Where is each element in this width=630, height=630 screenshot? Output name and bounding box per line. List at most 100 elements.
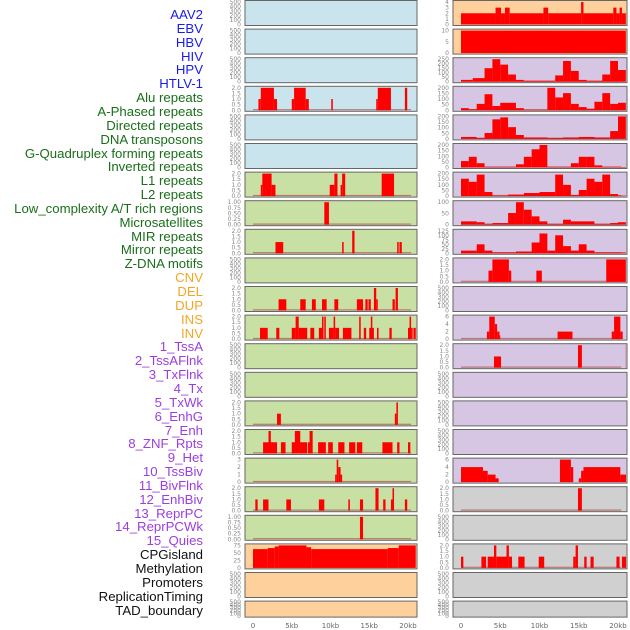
y-tick-label: 1.0 bbox=[231, 296, 241, 303]
signal-bar bbox=[602, 174, 611, 197]
y-tick-label: 200 bbox=[438, 608, 450, 615]
y-tick-label: 200 bbox=[230, 13, 242, 20]
y-tick-label: 1.0 bbox=[231, 182, 241, 189]
track-label: 12_EnhBiv bbox=[139, 491, 203, 507]
y-tick-label: 200 bbox=[230, 384, 242, 391]
track-label: ReplicationTiming bbox=[98, 588, 203, 604]
y-tick-label: 6 bbox=[445, 457, 449, 464]
track-panel: 0.00.51.01.52.0 bbox=[439, 542, 628, 572]
panel-background bbox=[452, 486, 628, 513]
y-tick-label: 0.5 bbox=[439, 559, 449, 566]
signal-bar bbox=[518, 556, 525, 568]
y-tick-label: 300 bbox=[230, 351, 242, 358]
y-tick-label: 100 bbox=[438, 153, 450, 160]
track-panel: 0.00.51.01.52.0 bbox=[231, 428, 418, 458]
panel-background bbox=[452, 286, 628, 312]
signal-bar bbox=[493, 356, 502, 368]
signal-bar bbox=[461, 556, 464, 568]
y-tick-label: 200 bbox=[230, 127, 242, 134]
y-tick-label: 0.5 bbox=[439, 359, 449, 366]
signal-bar bbox=[509, 13, 544, 25]
panel-background bbox=[244, 114, 418, 141]
y-tick-label: 0.0 bbox=[439, 565, 449, 572]
signal-bar bbox=[259, 327, 268, 340]
signal-bar bbox=[273, 99, 278, 111]
signal-bar bbox=[409, 316, 412, 340]
y-tick-label: 1 bbox=[445, 16, 449, 23]
y-tick-label: 50 bbox=[233, 550, 241, 557]
y-tick-label: 300 bbox=[438, 580, 450, 587]
signal-bar bbox=[278, 545, 307, 568]
signal-bar bbox=[348, 499, 350, 511]
y-tick-label: 500 bbox=[230, 571, 242, 578]
y-tick-label: 0 bbox=[445, 308, 449, 315]
signal-bar bbox=[291, 327, 296, 340]
y-tick-label: 200 bbox=[438, 85, 450, 92]
signal-bar bbox=[484, 133, 493, 139]
y-tick-label: 200 bbox=[230, 41, 242, 48]
y-tick-label: 500 bbox=[230, 28, 242, 35]
track-panel: 0.00.51.01.52.0 bbox=[231, 485, 418, 515]
y-tick-label: 100 bbox=[230, 46, 242, 53]
y-tick-label: 4 bbox=[445, 464, 449, 471]
y-tick-label: 500 bbox=[438, 371, 450, 378]
y-tick-label: 100 bbox=[438, 446, 450, 453]
baseline bbox=[253, 252, 412, 254]
y-tick-label: 500 bbox=[230, 256, 242, 263]
y-tick-label: 400 bbox=[230, 347, 242, 354]
x-tick-label: 15kb bbox=[361, 622, 379, 630]
panel-background bbox=[244, 257, 418, 284]
signal-bar bbox=[610, 131, 618, 139]
y-tick-label: 1 bbox=[237, 472, 241, 479]
signal-bar bbox=[586, 250, 595, 254]
signal-bar bbox=[618, 70, 626, 82]
y-tick-label: 1.0 bbox=[439, 353, 449, 360]
panel-background bbox=[244, 514, 418, 541]
column-left: 0100200300400500010020030040050001002003… bbox=[228, 0, 418, 630]
track-label: 8_ZNF_Rpts bbox=[128, 436, 203, 452]
signal-bar bbox=[387, 548, 399, 568]
signal-bar bbox=[468, 156, 477, 168]
signal-bar bbox=[547, 87, 556, 111]
signal-bar bbox=[602, 93, 611, 111]
track-label: DNA transposons bbox=[100, 131, 203, 147]
track-label: 5_TxWk bbox=[154, 394, 203, 410]
signal-bar bbox=[494, 324, 498, 340]
signal-bar bbox=[461, 13, 496, 25]
signal-bar bbox=[476, 137, 485, 139]
y-tick-label: 200 bbox=[438, 442, 450, 449]
y-tick-label: 150 bbox=[438, 148, 450, 155]
y-tick-label: 200 bbox=[438, 61, 450, 68]
panel-background bbox=[244, 200, 418, 227]
track-label: 1_TssA bbox=[159, 339, 203, 355]
signal-bar bbox=[555, 75, 564, 82]
y-tick-label: 125 bbox=[438, 228, 450, 235]
track-label: G-Quadruplex forming repeats bbox=[24, 145, 203, 161]
y-tick-label: 0 bbox=[237, 279, 241, 286]
track-label: 6_EnhG bbox=[154, 408, 203, 424]
y-tick-label: 400 bbox=[230, 375, 242, 382]
signal-bar bbox=[621, 556, 626, 568]
y-tick-label: 2.0 bbox=[439, 256, 449, 263]
track-label: CNV bbox=[175, 270, 203, 286]
y-tick-label: 500 bbox=[438, 428, 450, 435]
signal-bar bbox=[324, 202, 329, 225]
y-tick-label: 100 bbox=[438, 532, 450, 539]
signal-bar bbox=[333, 316, 336, 340]
track-label: 4_Tx bbox=[173, 380, 203, 396]
y-tick-label: 3 bbox=[445, 5, 449, 12]
signal-bar bbox=[356, 299, 364, 311]
y-tick-label: 100 bbox=[230, 131, 242, 138]
signal-bar bbox=[338, 442, 345, 454]
y-tick-label: 1.5 bbox=[231, 491, 241, 498]
signal-bar bbox=[404, 499, 408, 511]
y-tick-label: 2.0 bbox=[231, 171, 241, 178]
y-tick-label: 50 bbox=[441, 159, 449, 166]
panel-background bbox=[244, 228, 418, 255]
